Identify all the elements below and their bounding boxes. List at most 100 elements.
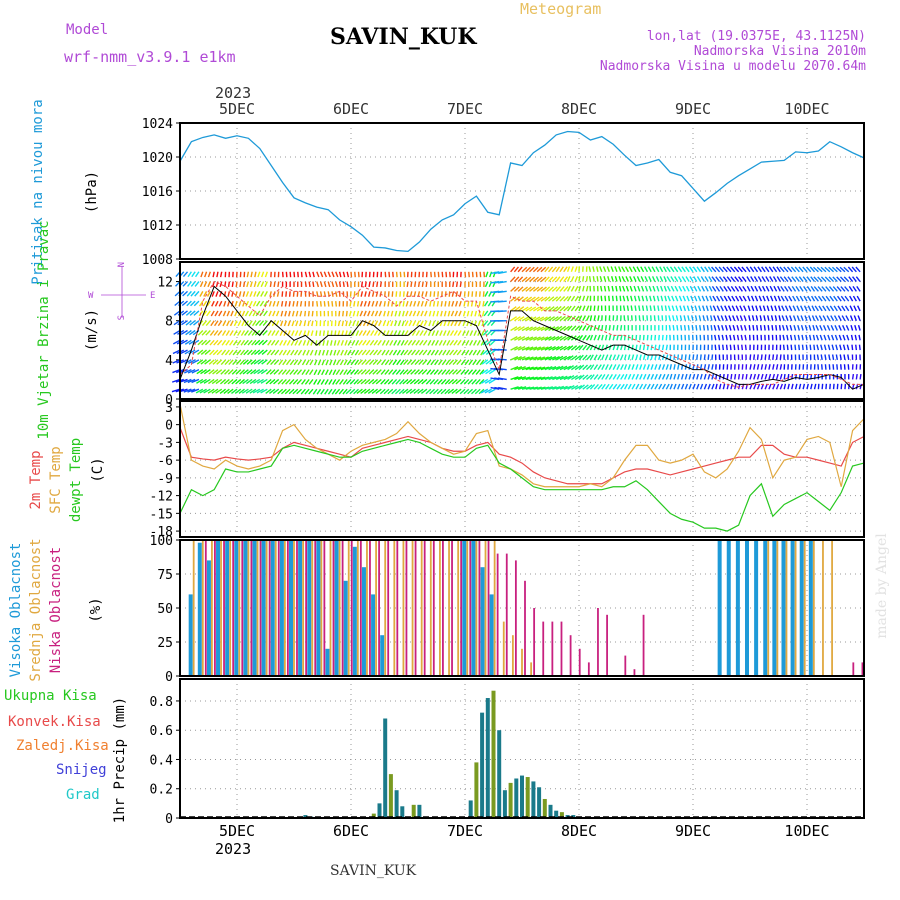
top-day-label: 10DEC bbox=[784, 100, 829, 118]
wind-arrow bbox=[665, 354, 669, 361]
wind-arrow bbox=[669, 373, 673, 380]
wind-arrow bbox=[374, 310, 379, 317]
wind-arrow bbox=[859, 373, 862, 380]
wind-arrow bbox=[839, 266, 846, 273]
wind-arrow bbox=[544, 346, 553, 351]
wind-arrow bbox=[249, 388, 257, 394]
wind-arrow bbox=[820, 354, 823, 360]
wind-arrow bbox=[172, 339, 181, 345]
wind-arrow bbox=[596, 276, 599, 282]
wind-arrow bbox=[342, 378, 348, 385]
wind-arrow bbox=[521, 316, 529, 322]
wind-arrow bbox=[787, 383, 790, 390]
wind-arrow bbox=[244, 310, 250, 317]
wind-arrow bbox=[196, 369, 204, 375]
wind-arrow bbox=[589, 374, 595, 380]
wind-arrow bbox=[274, 339, 280, 346]
wind-arrow bbox=[661, 364, 666, 370]
wind-arrow bbox=[293, 359, 299, 366]
wind-arrow bbox=[729, 266, 736, 273]
wind-arrow bbox=[488, 388, 496, 394]
wind-arrow bbox=[514, 376, 523, 381]
wind-arrow bbox=[261, 271, 265, 278]
mid-cloud-bar bbox=[530, 662, 533, 676]
wind-arrow bbox=[238, 300, 242, 307]
wind-arrow bbox=[642, 383, 647, 390]
mid-cloud-bar bbox=[475, 540, 478, 676]
wind-arrow bbox=[489, 271, 493, 278]
wind-arrow bbox=[295, 310, 299, 317]
wind-arrow bbox=[840, 295, 846, 302]
wind-arrow bbox=[438, 349, 443, 356]
wind-arrow bbox=[654, 344, 657, 351]
wind-arrow bbox=[746, 276, 751, 282]
wind-arrow bbox=[190, 300, 196, 307]
high-cloud-bar bbox=[298, 540, 303, 676]
wind-arrow bbox=[768, 266, 774, 273]
wind-arrow bbox=[290, 339, 295, 346]
wind-arrow bbox=[391, 378, 398, 385]
wind-arrow bbox=[184, 369, 192, 374]
wind-arrow bbox=[838, 334, 842, 341]
wind-arrow bbox=[446, 339, 451, 346]
wind-arrow bbox=[211, 291, 215, 297]
precip-bar bbox=[388, 774, 393, 818]
wind-arrow bbox=[593, 315, 596, 321]
wind-arrow bbox=[517, 336, 526, 341]
wind-arrow bbox=[684, 373, 688, 380]
wind-arrow bbox=[289, 369, 295, 375]
wind-arrow bbox=[335, 301, 338, 307]
wind-arrow bbox=[813, 266, 819, 273]
wind-arrow bbox=[437, 378, 443, 385]
compass-west: W bbox=[88, 291, 94, 301]
y-tick-label: 0 bbox=[165, 670, 173, 685]
y-tick-label: 25 bbox=[157, 636, 173, 651]
high-cloud-bar bbox=[216, 540, 221, 676]
wind-arrow bbox=[240, 330, 246, 336]
wind-arrow bbox=[713, 324, 717, 331]
wind-arrow bbox=[610, 266, 614, 273]
wind-arrow bbox=[718, 276, 724, 283]
wind-arrow bbox=[430, 359, 436, 366]
low-cloud-bar bbox=[460, 540, 463, 676]
wind-arrow bbox=[206, 291, 211, 297]
low-cloud-bar bbox=[232, 540, 235, 676]
y-tick-label: 1012 bbox=[142, 219, 173, 234]
wind-arrow bbox=[426, 369, 432, 375]
wind-arrow bbox=[688, 354, 691, 360]
wind-arrow bbox=[625, 276, 630, 282]
wind-arrow bbox=[608, 364, 613, 370]
wind-arrow bbox=[639, 344, 642, 351]
wind-arrow bbox=[830, 324, 835, 331]
mid-cloud-bar bbox=[776, 540, 779, 676]
wind-arrow bbox=[406, 369, 413, 375]
wind-arrow bbox=[593, 354, 598, 361]
wind-arrow bbox=[641, 305, 645, 312]
wind-arrow bbox=[274, 349, 280, 356]
wind-arrow bbox=[185, 320, 192, 326]
wind-arrow bbox=[404, 330, 409, 336]
wind-arrow bbox=[789, 334, 793, 341]
wind-arrow bbox=[696, 276, 702, 282]
wind-arrow bbox=[813, 383, 817, 390]
wind-arrow bbox=[217, 330, 223, 336]
wind-arrow bbox=[540, 346, 549, 351]
wind-arrow bbox=[357, 369, 363, 375]
wind-arrow bbox=[741, 266, 747, 273]
wind-arrow bbox=[738, 276, 743, 283]
wind-arrow bbox=[646, 383, 651, 390]
wind-arrow bbox=[321, 359, 325, 366]
wind-arrow bbox=[320, 388, 325, 395]
wind-arrow bbox=[639, 364, 643, 370]
wind-arrow bbox=[517, 366, 526, 371]
wind-arrow bbox=[775, 325, 778, 331]
wind-arrow bbox=[324, 388, 329, 395]
mid-cloud-bar bbox=[420, 540, 423, 676]
wind-arrow bbox=[593, 374, 599, 380]
wind-arrow bbox=[844, 286, 850, 292]
wind-arrow bbox=[604, 354, 609, 361]
wind-arrow bbox=[383, 388, 390, 395]
wind-arrow bbox=[555, 276, 561, 283]
